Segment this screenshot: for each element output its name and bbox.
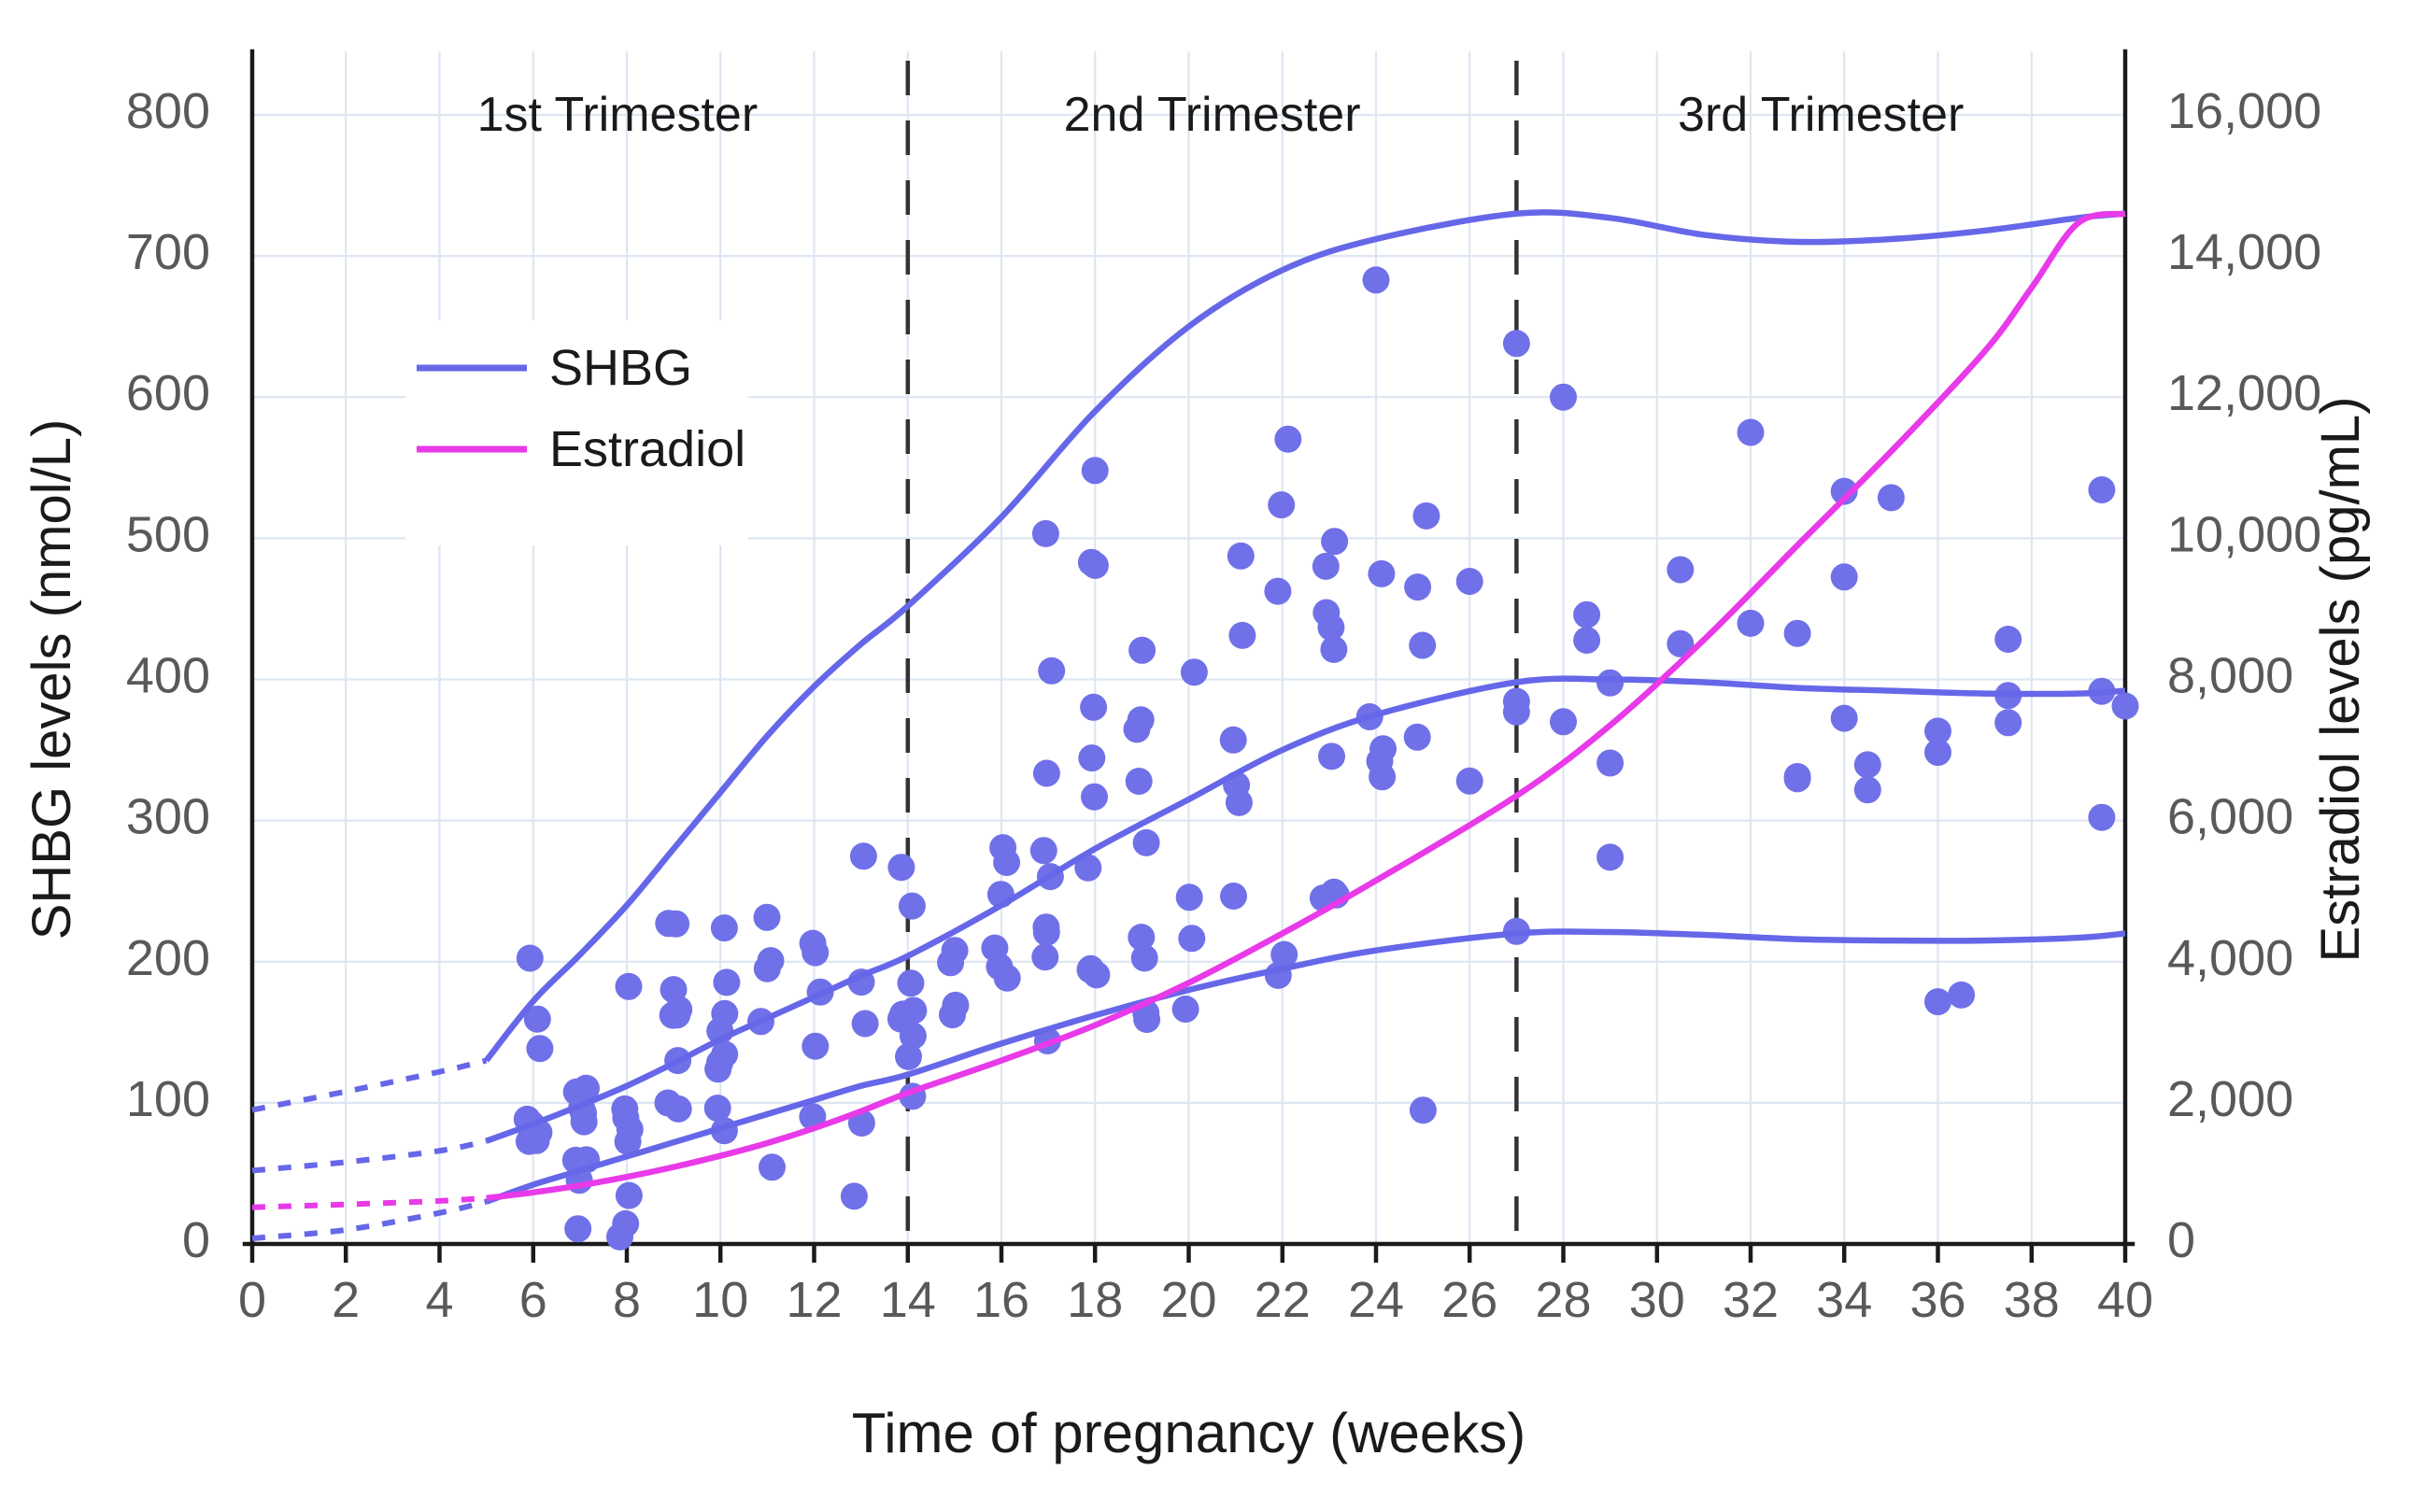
- svg-text:4,000: 4,000: [2167, 930, 2293, 986]
- svg-text:2,000: 2,000: [2167, 1071, 2293, 1127]
- svg-text:4: 4: [425, 1272, 453, 1328]
- svg-text:2nd Trimester: 2nd Trimester: [1064, 88, 1361, 142]
- svg-text:100: 100: [126, 1071, 210, 1127]
- svg-text:24: 24: [1348, 1272, 1404, 1328]
- svg-text:16,000: 16,000: [2167, 83, 2321, 139]
- svg-text:32: 32: [1723, 1272, 1779, 1328]
- svg-text:40: 40: [2097, 1272, 2153, 1328]
- svg-text:36: 36: [1909, 1272, 1965, 1328]
- svg-text:16: 16: [973, 1272, 1029, 1328]
- svg-text:20: 20: [1160, 1272, 1216, 1328]
- svg-text:18: 18: [1067, 1272, 1123, 1328]
- svg-text:700: 700: [126, 224, 210, 280]
- svg-text:22: 22: [1255, 1272, 1311, 1328]
- svg-text:14: 14: [880, 1272, 936, 1328]
- svg-text:8,000: 8,000: [2167, 648, 2293, 704]
- svg-text:12,000: 12,000: [2167, 365, 2321, 421]
- svg-text:6: 6: [519, 1272, 547, 1328]
- svg-text:Time of pregnancy (weeks): Time of pregnancy (weeks): [852, 1402, 1525, 1464]
- svg-text:3rd Trimester: 3rd Trimester: [1678, 88, 1964, 142]
- svg-text:400: 400: [126, 648, 210, 704]
- svg-text:Estradiol levels (pg/mL): Estradiol levels (pg/mL): [2310, 397, 2371, 963]
- svg-text:12: 12: [786, 1272, 842, 1328]
- svg-text:2: 2: [332, 1272, 360, 1328]
- svg-text:28: 28: [1535, 1272, 1591, 1328]
- svg-text:14,000: 14,000: [2167, 224, 2321, 280]
- svg-text:500: 500: [126, 506, 210, 562]
- svg-text:6,000: 6,000: [2167, 789, 2293, 845]
- svg-text:SHBG: SHBG: [549, 340, 692, 396]
- svg-text:30: 30: [1629, 1272, 1685, 1328]
- svg-text:300: 300: [126, 789, 210, 845]
- svg-text:1st Trimester: 1st Trimester: [477, 88, 759, 142]
- svg-text:SHBG levels (nmol/L): SHBG levels (nmol/L): [21, 419, 82, 940]
- svg-text:38: 38: [2004, 1272, 2060, 1328]
- svg-text:Estradiol: Estradiol: [549, 421, 745, 477]
- svg-text:600: 600: [126, 365, 210, 421]
- svg-text:200: 200: [126, 930, 210, 986]
- svg-text:0: 0: [238, 1272, 266, 1328]
- svg-text:0: 0: [182, 1212, 210, 1268]
- svg-text:800: 800: [126, 83, 210, 139]
- svg-text:10,000: 10,000: [2167, 506, 2321, 562]
- svg-text:8: 8: [613, 1272, 641, 1328]
- svg-text:34: 34: [1816, 1272, 1872, 1328]
- svg-text:0: 0: [2167, 1212, 2195, 1268]
- svg-text:26: 26: [1441, 1272, 1497, 1328]
- svg-text:10: 10: [692, 1272, 748, 1328]
